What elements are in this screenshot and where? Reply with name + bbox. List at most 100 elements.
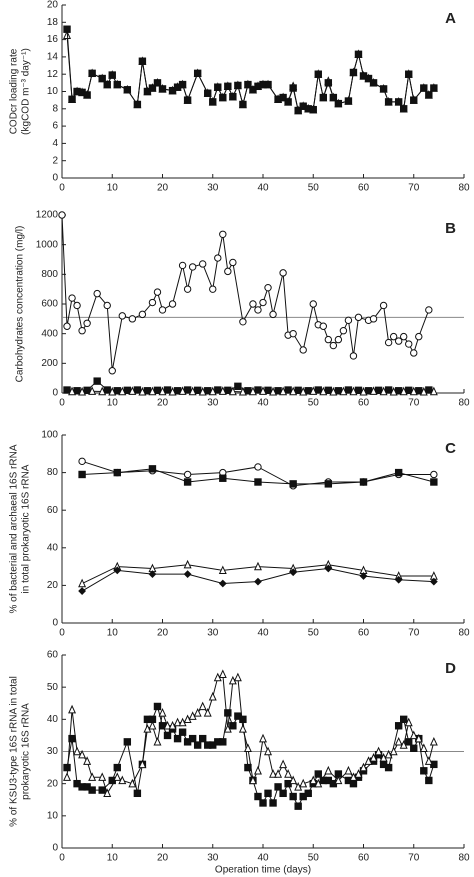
- marker: [153, 702, 162, 711]
- x-tick-label: 0: [59, 398, 65, 409]
- series-line: [61, 214, 430, 371]
- marker: [329, 386, 338, 396]
- x-tick-label: 60: [358, 853, 370, 864]
- marker: [113, 566, 122, 575]
- marker: [218, 386, 227, 395]
- marker: [123, 86, 132, 94]
- marker: [248, 775, 257, 785]
- marker: [183, 470, 192, 479]
- marker: [168, 300, 177, 308]
- marker: [68, 704, 77, 714]
- marker: [193, 69, 202, 78]
- marker: [429, 386, 438, 396]
- marker: [410, 349, 418, 357]
- marker: [133, 386, 142, 394]
- marker: [209, 285, 217, 293]
- marker: [219, 474, 227, 482]
- marker: [193, 741, 202, 749]
- marker: [359, 572, 368, 580]
- marker: [113, 468, 121, 477]
- marker: [108, 367, 116, 375]
- marker: [269, 386, 278, 396]
- marker: [430, 470, 438, 479]
- marker: [108, 71, 116, 79]
- y-tick-label: 30: [47, 746, 59, 757]
- marker: [118, 775, 127, 785]
- marker: [88, 386, 97, 395]
- marker: [98, 386, 107, 396]
- x-tick-label: 40: [257, 628, 269, 639]
- y-axis-label: CODcr loading rate: [9, 48, 20, 134]
- marker: [309, 300, 317, 308]
- marker: [420, 767, 428, 775]
- y-tick-label: 6: [52, 121, 58, 132]
- marker: [264, 80, 272, 89]
- marker: [238, 724, 247, 733]
- x-tick-label: 50: [308, 853, 320, 864]
- marker: [394, 337, 403, 345]
- x-tick-label: 80: [458, 853, 470, 864]
- y-axis-label: % of KSU3-type 16S rRNA in total: [9, 676, 20, 827]
- marker: [93, 377, 101, 385]
- marker: [224, 267, 232, 276]
- y-tick-label: 20: [47, 0, 59, 11]
- marker: [309, 105, 317, 114]
- marker: [399, 740, 408, 749]
- y-tick-label: 0: [52, 843, 58, 854]
- marker: [128, 315, 137, 323]
- marker: [334, 99, 343, 108]
- marker: [430, 84, 438, 92]
- marker: [314, 778, 323, 788]
- marker: [279, 386, 288, 396]
- marker: [409, 386, 418, 396]
- marker: [349, 352, 358, 360]
- y-axis-label: % of bacterial and archaeal 16S rRNA: [9, 444, 20, 613]
- marker: [284, 386, 292, 394]
- marker: [229, 258, 237, 267]
- x-tick-label: 10: [107, 628, 119, 639]
- y-tick-label: 8: [52, 103, 58, 114]
- marker: [78, 457, 86, 466]
- y-tick-label: 600: [41, 299, 58, 310]
- marker: [284, 98, 292, 106]
- marker: [354, 313, 363, 322]
- marker: [88, 772, 97, 781]
- marker: [118, 386, 127, 396]
- marker: [344, 97, 353, 105]
- marker: [178, 261, 187, 270]
- marker: [234, 382, 242, 391]
- marker: [394, 98, 403, 106]
- marker: [405, 738, 413, 746]
- marker: [324, 564, 333, 573]
- y-tick-label: 60: [47, 650, 59, 661]
- panel-label: C: [445, 440, 456, 457]
- y-tick-label: 1000: [36, 239, 59, 250]
- y-tick-label: 12: [47, 69, 59, 80]
- marker: [259, 386, 267, 395]
- marker: [354, 386, 363, 395]
- x-tick-label: 40: [257, 398, 269, 409]
- marker: [419, 386, 428, 396]
- marker: [78, 578, 87, 588]
- marker: [324, 765, 333, 775]
- marker: [243, 743, 252, 752]
- marker: [254, 386, 262, 394]
- marker: [254, 463, 262, 471]
- y-tick-label: 200: [41, 358, 58, 369]
- marker: [239, 715, 247, 724]
- marker: [98, 74, 106, 83]
- marker: [234, 81, 242, 90]
- marker: [279, 93, 287, 102]
- marker: [68, 294, 76, 302]
- x-tick-label: 50: [308, 628, 320, 639]
- marker: [183, 478, 192, 486]
- marker: [425, 306, 433, 314]
- marker: [309, 386, 318, 395]
- marker: [294, 106, 302, 115]
- marker: [264, 283, 272, 292]
- marker: [289, 480, 297, 488]
- marker: [228, 386, 237, 396]
- marker: [113, 763, 121, 772]
- series-line: [66, 29, 435, 112]
- marker: [409, 730, 418, 740]
